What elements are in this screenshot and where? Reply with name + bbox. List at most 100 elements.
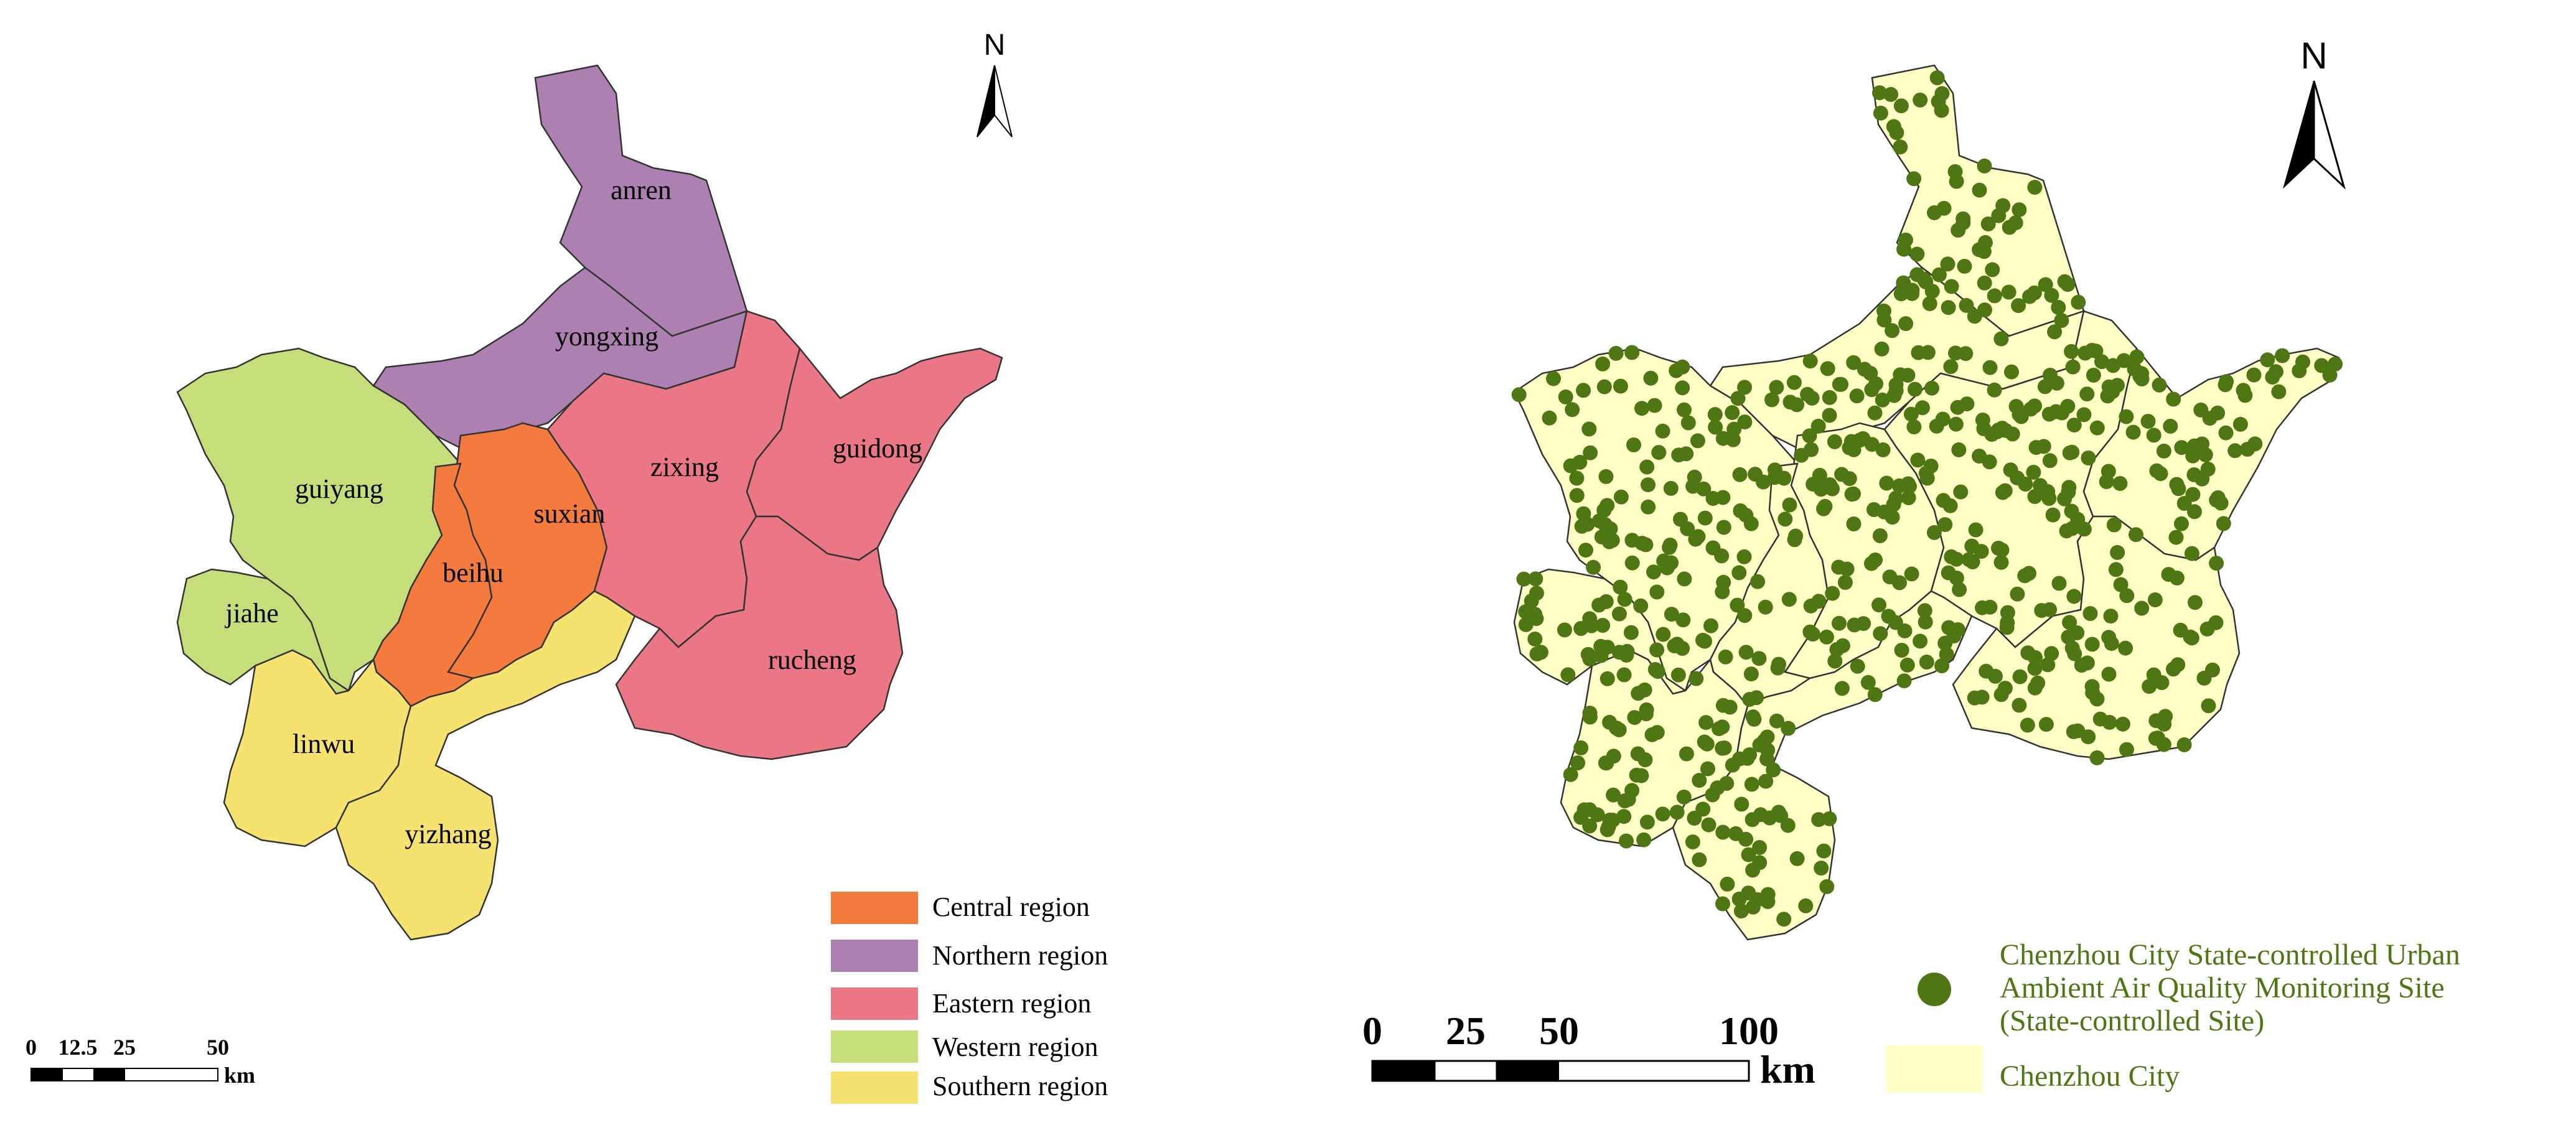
monitoring-site-dot	[1898, 232, 1913, 248]
monitoring-site-dot	[1731, 751, 1747, 767]
monitoring-site-dot	[1993, 331, 2009, 347]
monitoring-site-dot	[1834, 376, 1849, 392]
monitoring-site-dot	[1819, 879, 1835, 894]
monitoring-site-dot	[2237, 388, 2253, 403]
monitoring-site-dot	[1789, 851, 1805, 866]
monitoring-site-dot	[1669, 805, 1685, 820]
region-legend: Central region Northern region Eastern r…	[831, 892, 1108, 1104]
left-map: anren yongxing guiyang jiahe suxian beih…	[26, 29, 1108, 1104]
monitoring-site-dot	[2042, 453, 2058, 469]
monitoring-site-dot	[1923, 459, 1939, 474]
monitoring-site-dot	[1957, 258, 1972, 274]
label-rucheng: rucheng	[768, 645, 856, 675]
monitoring-site-dot	[1582, 651, 1598, 666]
monitoring-site-dot	[1915, 400, 1930, 416]
monitoring-site-dot	[1732, 467, 1748, 482]
monitoring-site-dot	[2150, 731, 2165, 745]
monitoring-site-dot	[1751, 651, 1767, 666]
monitoring-site-dot	[1529, 646, 1545, 661]
north-label-right: N	[2300, 35, 2327, 77]
monitoring-site-dot	[1855, 431, 1871, 446]
monitoring-site-dot	[1558, 389, 1573, 404]
monitoring-site-dot	[2163, 419, 2178, 434]
monitoring-site-dot	[2216, 516, 2231, 531]
monitoring-site-dot	[1572, 454, 1588, 470]
scale-bar-left: 0 12.5 25 50 km	[26, 1035, 255, 1088]
site-legend: Chenzhou City State-controlled Urban Amb…	[1886, 938, 2460, 1093]
monitoring-site-dot	[1814, 861, 1829, 876]
monitoring-site-dot	[1616, 667, 1632, 683]
label-yongxing: yongxing	[555, 321, 658, 352]
monitoring-site-dot	[1924, 380, 1939, 396]
monitoring-sites	[1511, 70, 2343, 927]
monitoring-site-dot	[1888, 383, 1904, 398]
monitoring-site-dot	[2041, 491, 2057, 506]
monitoring-site-dot	[1634, 401, 1649, 416]
monitoring-site-dot	[2152, 377, 2167, 393]
monitoring-site-dot	[1812, 467, 1827, 483]
monitoring-site-dot	[1511, 387, 1527, 403]
label-guiyang: guiyang	[295, 474, 383, 504]
north-label: N	[984, 29, 1006, 62]
monitoring-site-dot	[1874, 341, 1890, 357]
monitoring-site-dot	[2166, 391, 2181, 407]
right-map: N 0 25 50 100 km Chenzhou City State-con…	[1362, 35, 2460, 1093]
monitoring-site-dot	[1805, 627, 1820, 642]
monitoring-site-dot	[1752, 855, 1768, 871]
monitoring-site-dot	[1675, 641, 1690, 656]
monitoring-site-dot	[1617, 592, 1632, 607]
monitoring-site-dot	[1613, 489, 1629, 505]
monitoring-site-dot	[2146, 427, 2161, 443]
monitoring-site-dot	[2108, 562, 2124, 577]
monitoring-site-dot	[1910, 452, 1926, 468]
monitoring-site-dot	[1565, 402, 1580, 418]
monitoring-site-dot	[1816, 843, 1832, 859]
monitoring-site-dot	[1715, 824, 1731, 840]
monitoring-site-dot	[1677, 402, 1692, 418]
monitoring-site-dot	[2026, 285, 2042, 301]
legend-city-swatch	[1886, 1045, 1982, 1093]
monitoring-site-dot	[1936, 493, 1951, 508]
monitoring-site-dot	[1742, 691, 1758, 707]
monitoring-site-dot	[1982, 599, 1998, 615]
monitoring-site-dot	[1940, 256, 1955, 272]
scale-tick-100: 100	[1719, 1009, 1779, 1053]
monitoring-site-dot	[2088, 343, 2104, 359]
monitoring-site-dot	[1822, 408, 1837, 423]
monitoring-site-dot	[2193, 402, 2209, 418]
monitoring-site-dot	[1769, 380, 1784, 395]
monitoring-site-dot	[1656, 627, 1671, 642]
monitoring-site-dot	[1995, 198, 2011, 213]
monitoring-site-dot	[1725, 405, 1740, 421]
monitoring-site-dot	[1953, 484, 1969, 500]
monitoring-site-dot	[1987, 382, 2002, 398]
monitoring-site-dot	[2142, 679, 2157, 694]
monitoring-site-dot	[1646, 564, 1661, 580]
monitoring-site-dot	[1574, 518, 1590, 534]
monitoring-site-dot	[1741, 847, 1756, 862]
monitoring-site-dot	[1959, 297, 1974, 313]
legend-swatch-southern	[831, 1072, 918, 1104]
monitoring-site-dot	[1745, 709, 1761, 725]
monitoring-site-dot	[2119, 742, 2134, 757]
monitoring-site-dot	[1688, 671, 1704, 686]
monitoring-site-dot	[1931, 267, 1947, 282]
monitoring-site-dot	[1798, 898, 1814, 913]
monitoring-site-dot	[1875, 442, 1891, 457]
monitoring-site-dot	[2176, 737, 2192, 752]
monitoring-site-dot	[1906, 419, 1922, 434]
monitoring-site-dot	[2115, 716, 2130, 732]
monitoring-site-dot	[1811, 594, 1827, 609]
monitoring-site-dot	[2074, 658, 2089, 673]
monitoring-site-dot	[1929, 418, 1944, 434]
monitoring-site-dot	[1934, 658, 1950, 673]
monitoring-site-dot	[1611, 722, 1627, 737]
monitoring-site-dot	[2156, 443, 2171, 459]
monitoring-site-dot	[1802, 353, 1818, 369]
monitoring-site-dot	[1671, 447, 1687, 463]
monitoring-site-dot	[1700, 761, 1715, 777]
monitoring-site-dot	[1770, 660, 1786, 676]
monitoring-site-dot	[1985, 262, 2000, 278]
monitoring-site-dot	[1952, 582, 1967, 597]
